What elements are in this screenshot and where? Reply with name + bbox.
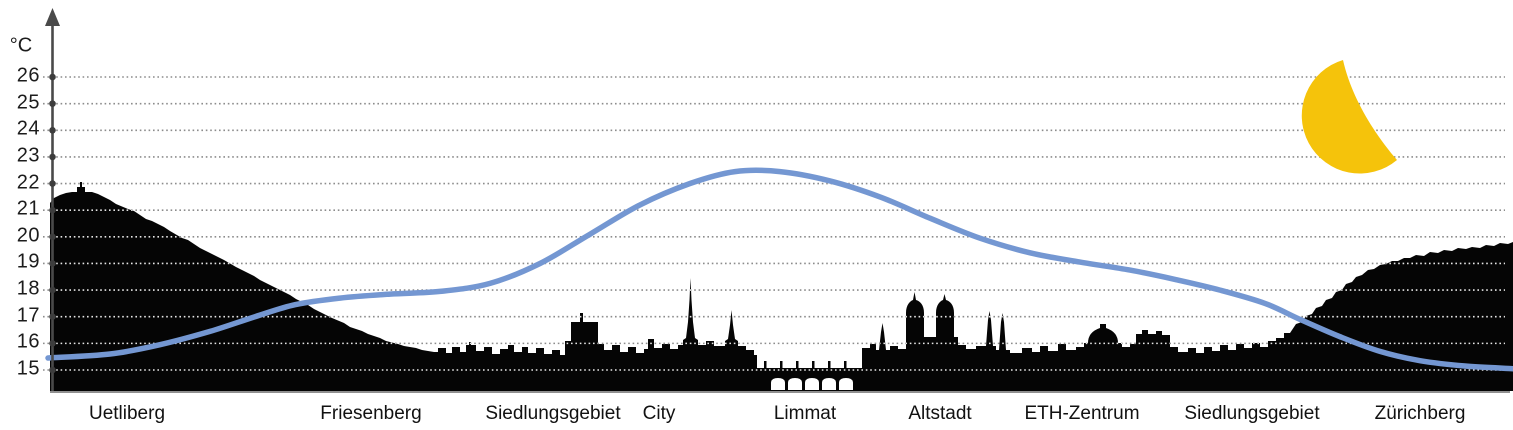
y-axis-tick-dot [49,313,56,321]
y-axis-tick-dot [49,180,56,187]
temperature-curve [45,167,1513,372]
gridlines [43,76,1505,371]
limmat-bridge-arches [771,378,853,390]
y-axis-tick-dot [49,340,56,347]
axis-arrow-icon [45,8,60,26]
y-axis-tick-dot [49,206,56,214]
y-axis-tick-dot [49,153,56,161]
y-axis-tick-dot [49,260,56,267]
city-skyline-silhouette [50,182,1513,391]
y-axis-tick-dot [49,286,56,294]
y-axis-tick-dot [49,366,56,374]
y-axis-tick-dot [49,126,56,134]
y-axis-tick-dot [49,233,56,241]
y-axis-tick-dot [49,100,56,107]
y-axis-tick-dot [49,73,56,81]
crescent-moon-icon [1301,60,1397,174]
y-axis [45,8,60,391]
